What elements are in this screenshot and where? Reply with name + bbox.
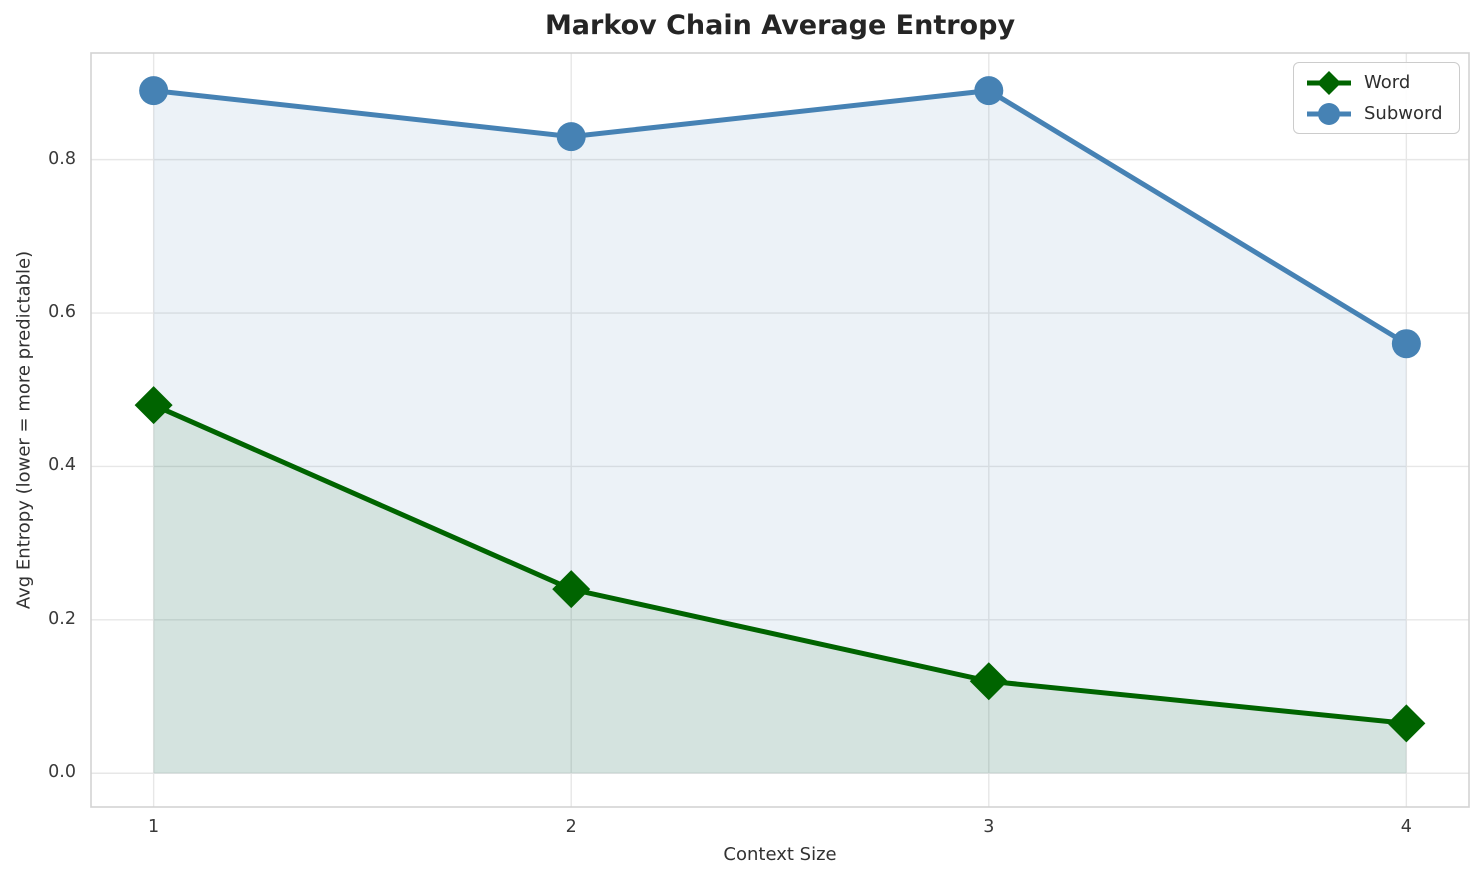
legend-item-word: Word xyxy=(1304,67,1449,98)
x-tick-label: 3 xyxy=(983,817,995,837)
y-tick-label: 0.8 xyxy=(48,148,76,169)
subword-marker xyxy=(556,122,586,152)
plot-frame xyxy=(90,52,1470,808)
legend-label-subword: Subword xyxy=(1364,103,1443,124)
y-tick-label: 0.4 xyxy=(48,455,76,476)
subword-circle-icon xyxy=(1307,102,1351,125)
legend-item-subword: Subword xyxy=(1304,98,1449,129)
subword-area-fill xyxy=(153,90,1407,774)
y-tick-label: 0.6 xyxy=(48,302,76,323)
subword-marker xyxy=(139,76,169,106)
x-axis-label: Context Size xyxy=(723,844,837,865)
subword-line xyxy=(151,88,1409,347)
word-line xyxy=(151,402,1409,726)
subword-marker xyxy=(1391,329,1421,359)
x-tick-label: 4 xyxy=(1400,817,1412,837)
chart-title: Markov Chain Average Entropy xyxy=(544,10,1016,41)
x-tick-label: 1 xyxy=(148,817,160,837)
word-diamond-icon xyxy=(1307,70,1351,95)
subword-marker xyxy=(974,76,1004,106)
y-tick-label: 0.2 xyxy=(48,608,76,629)
word-marker xyxy=(552,570,591,609)
y-tick-label: 0.0 xyxy=(48,762,76,783)
word-marker xyxy=(969,662,1008,701)
word-area-fill xyxy=(153,405,1407,774)
x-tick-label: 2 xyxy=(565,817,577,837)
legend: Word Subword xyxy=(1293,62,1460,134)
word-marker xyxy=(1387,704,1426,743)
word-marker xyxy=(134,386,173,425)
legend-label-word: Word xyxy=(1364,72,1411,93)
